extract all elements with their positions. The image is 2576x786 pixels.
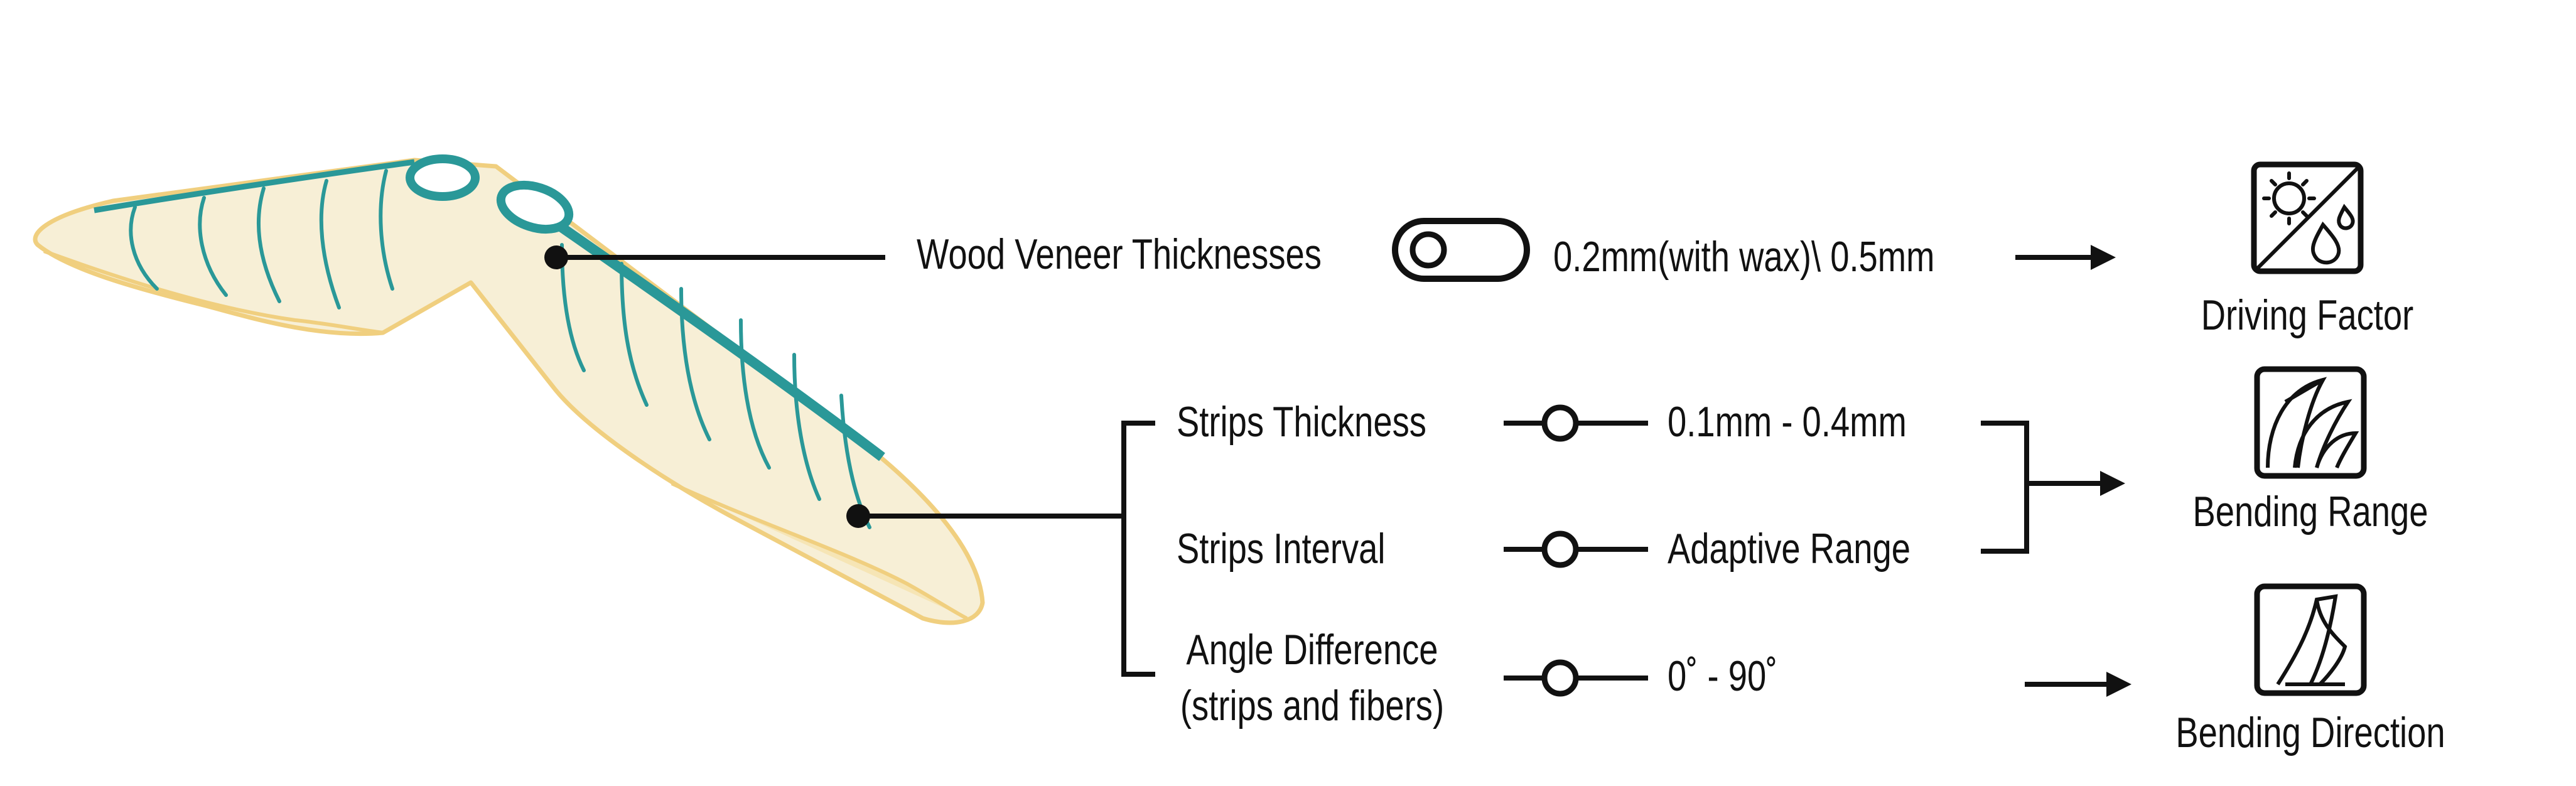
sun-and-water-drop-icon [2251,161,2364,274]
veneer-spine-right [543,212,885,461]
angle-difference-sublabel: (strips and fibers) [1180,682,1444,729]
strips-interval-label: Strips Interval [1177,525,1385,573]
veneer-fold-right [671,482,968,620]
slider-icon-strips-interval [1504,530,1648,568]
veneer-illustration [33,154,985,625]
bracket-to-bending-range [1981,421,2125,554]
arrow-to-bending-direction [2025,672,2131,697]
bending-direction-label: Bending Direction [2175,709,2445,756]
wood-veneer-thicknesses-label: Wood Veneer Thicknesses [917,230,1322,278]
veneer-strips-left [129,169,394,310]
strips-thickness-value: 0.1mm - 0.4mm [1668,398,1907,446]
strips-thickness-label: Strips Thickness [1177,398,1426,446]
twisted-sheet-icon [2254,583,2367,696]
hinge-ring-left [406,154,480,201]
veneer-spine [94,159,415,213]
strips-callout [846,421,1155,677]
angle-difference-label: Angle Difference [1186,626,1438,674]
angle-difference-value: 0˚ - 90˚ [1668,652,1777,700]
arrow-to-driving-factor [2015,245,2116,270]
slider-icon-angle-difference [1504,659,1648,697]
curled-leaves-icon [2254,366,2367,479]
veneer-value: 0.2mm(with wax)\ 0.5mm [1553,233,1934,281]
driving-factor-label: Driving Factor [2201,291,2414,339]
veneer-fold-left [43,249,384,335]
slider-icon-strips-thickness [1504,404,1648,442]
bending-range-label: Bending Range [2193,488,2428,536]
veneer-callout [544,245,885,269]
strips-interval-value: Adaptive Range [1668,525,1910,573]
toggle-switch-icon [1392,218,1530,282]
hinge-ring-right [496,180,574,234]
